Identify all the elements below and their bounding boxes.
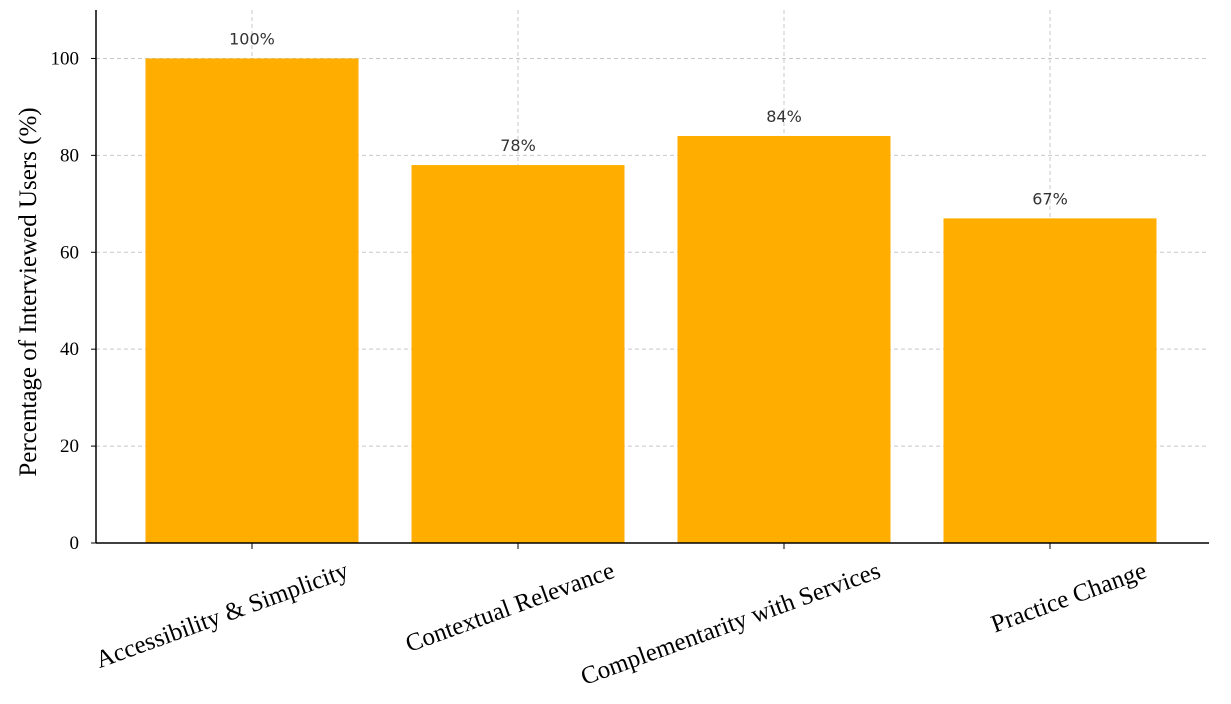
x-tick-label: Practice Change — [988, 557, 1151, 638]
bar — [677, 135, 891, 543]
bar-data-label: 84% — [766, 107, 802, 126]
y-tick-label: 60 — [60, 242, 79, 263]
bar-data-label: 100% — [229, 29, 275, 48]
bar-data-label: 67% — [1032, 189, 1068, 208]
y-axis-title: Percentage of Interviewed Users (%) — [15, 107, 42, 476]
x-tick-label: Contextual Relevance — [402, 557, 618, 658]
bar — [411, 165, 625, 543]
x-tick-label: Complementarity with Services — [577, 557, 884, 691]
y-tick-label: 0 — [70, 533, 80, 554]
y-tick-label: 100 — [51, 48, 80, 69]
y-tick-label: 80 — [60, 145, 79, 166]
x-tick-label: Accessibility & Simplicity — [92, 557, 352, 674]
y-tick-label: 40 — [60, 339, 79, 360]
bars — [145, 58, 1157, 544]
y-tick-label: 20 — [60, 436, 79, 457]
axes — [95, 10, 1209, 544]
bar — [145, 58, 359, 544]
bar-data-label: 78% — [500, 136, 536, 155]
bar — [943, 218, 1157, 543]
